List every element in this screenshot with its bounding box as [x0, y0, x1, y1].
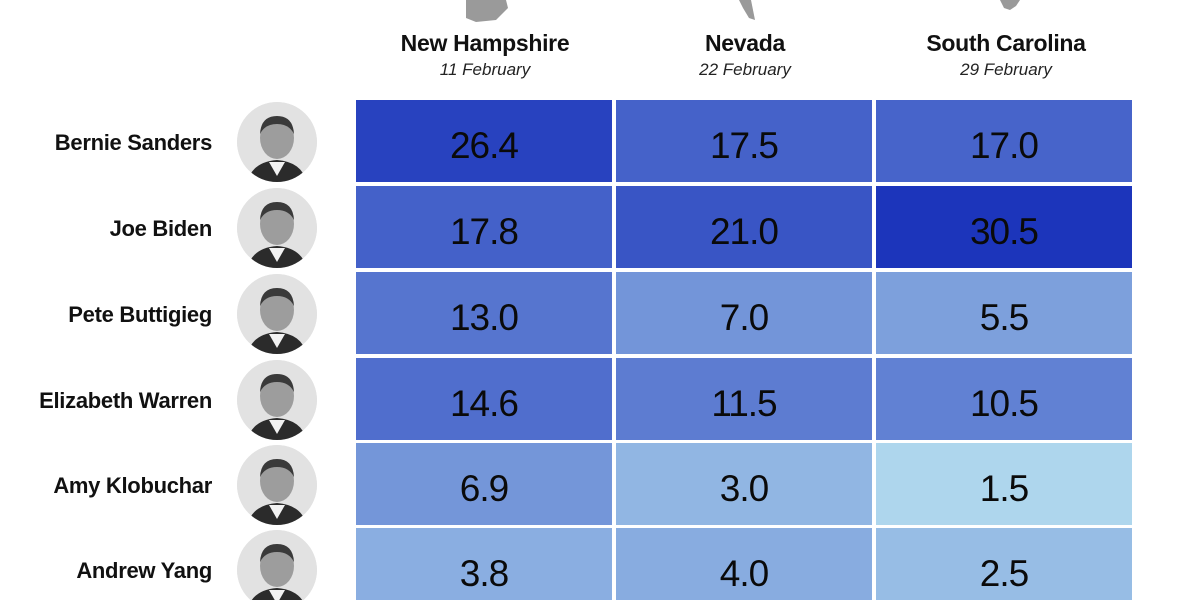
heatmap-cell: 14.6 — [356, 358, 612, 440]
candidate-photo-icon — [237, 445, 317, 525]
candidate-name: Pete Buttigieg — [68, 302, 212, 327]
heatmap-cell: 13.0 — [356, 272, 612, 354]
heatmap-cell: 17.8 — [356, 186, 612, 268]
heatmap-cell-label: 26.4 — [449, 125, 519, 166]
column-header: Nevada 22 February — [617, 28, 873, 82]
heatmap-cell: 3.0 — [616, 443, 872, 525]
column-header: New Hampshire 11 February — [357, 28, 613, 82]
heatmap-cell: 26.4 — [356, 100, 612, 182]
candidate-name: Bernie Sanders — [54, 130, 213, 155]
heatmap-cell-label: 2.5 — [979, 553, 1029, 594]
candidate-photo-icon — [237, 530, 317, 600]
heatmap-cell: 17.0 — [876, 100, 1132, 182]
candidate-photo-icon — [237, 188, 317, 268]
column-header: South Carolina 29 February — [878, 28, 1134, 82]
candidate-photo-icon — [237, 274, 317, 354]
heatmap-cell-label: 3.8 — [459, 553, 509, 594]
state-outline-icon-2 — [739, 0, 755, 20]
candidate-name: Elizabeth Warren — [39, 388, 212, 413]
heatmap-cell-label: 10.5 — [969, 383, 1039, 424]
heatmap-cell-label: 5.5 — [979, 297, 1029, 338]
state-outline-icon-1 — [466, 0, 508, 22]
column-state-label: New Hampshire — [400, 30, 570, 56]
heatmap-cell: 2.5 — [876, 528, 1132, 600]
column-date-label: 29 February — [960, 60, 1052, 79]
candidate-photo-icon — [237, 102, 317, 182]
candidate-name: Amy Klobuchar — [53, 473, 212, 498]
candidate-name: Joe Biden — [109, 216, 213, 241]
heatmap-cell-label: 13.0 — [449, 297, 519, 338]
heatmap-cell: 21.0 — [616, 186, 872, 268]
heatmap-cell: 6.9 — [356, 443, 612, 525]
heatmap-cell: 30.5 — [876, 186, 1132, 268]
heatmap-cell-label: 7.0 — [719, 297, 769, 338]
heatmap-cell-label: 11.5 — [711, 383, 777, 424]
heatmap-cell: 1.5 — [876, 443, 1132, 525]
heatmap-cell: 17.5 — [616, 100, 872, 182]
candidate-photo-icon — [237, 360, 317, 440]
heatmap-cell-label: 21.0 — [709, 211, 779, 252]
state-outline-icon-3 — [1000, 0, 1020, 10]
column-state-label: South Carolina — [926, 30, 1086, 56]
heatmap-cell-label: 17.5 — [709, 125, 779, 166]
heatmap-cell-label: 17.0 — [969, 125, 1039, 166]
heatmap-cell: 5.5 — [876, 272, 1132, 354]
column-date-label: 11 February — [439, 60, 531, 79]
heatmap-cell-label: 30.5 — [969, 211, 1039, 252]
heatmap-cell: 11.5 — [616, 358, 872, 440]
heatmap-cell: 7.0 — [616, 272, 872, 354]
heatmap-cell-label: 14.6 — [449, 383, 519, 424]
heatmap-cell-label: 3.0 — [719, 468, 769, 509]
heatmap-cell-label: 4.0 — [719, 553, 769, 594]
heatmap-cell-label: 1.5 — [979, 468, 1029, 509]
column-state-label: Nevada — [704, 30, 786, 56]
heatmap-cell: 3.8 — [356, 528, 612, 600]
heatmap-cell: 4.0 — [616, 528, 872, 600]
candidate-name: Andrew Yang — [76, 558, 212, 583]
heatmap-cell-label: 17.8 — [449, 211, 519, 252]
heatmap-cell: 10.5 — [876, 358, 1132, 440]
heatmap-cell-label: 6.9 — [459, 468, 509, 509]
column-date-label: 22 February — [699, 60, 791, 79]
